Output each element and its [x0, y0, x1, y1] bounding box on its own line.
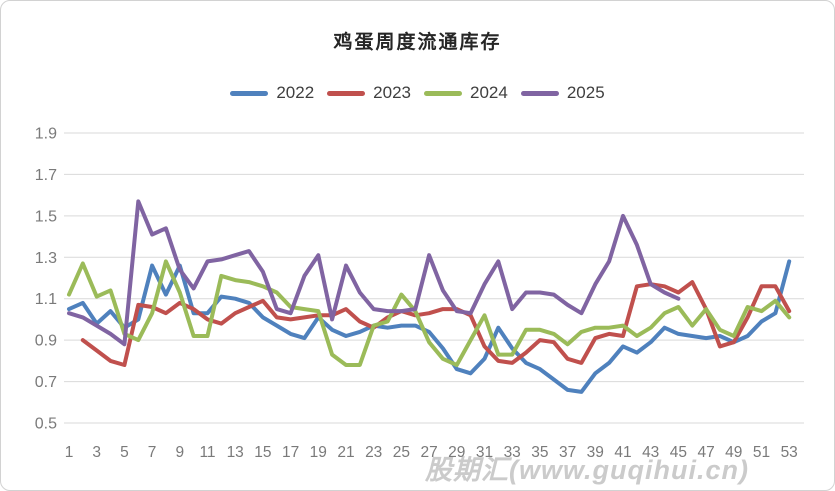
x-axis-label: 53 — [781, 444, 798, 461]
legend: 2022 2023 2024 2025 — [1, 83, 834, 103]
legend-item-2022: 2022 — [230, 83, 314, 103]
y-axis-label: 1.5 — [35, 208, 57, 225]
legend-label-2024: 2024 — [470, 83, 508, 102]
y-axis-label: 0.7 — [35, 374, 57, 391]
legend-swatch-2022 — [230, 90, 269, 96]
series-line-2022 — [67, 259, 792, 394]
x-axis-label: 3 — [92, 444, 101, 461]
x-axis-label: 5 — [120, 444, 129, 461]
x-axis-label: 25 — [393, 444, 410, 461]
x-axis-label: 27 — [420, 444, 437, 461]
x-axis-label: 33 — [504, 444, 521, 461]
watermark: 股期汇(www.guqihui.cn) — [425, 455, 749, 485]
legend-label-2025: 2025 — [566, 83, 605, 102]
x-axis-label: 23 — [365, 444, 382, 461]
series-line-2025 — [67, 199, 681, 347]
x-axis-label: 7 — [148, 444, 157, 461]
chart-title: 鸡蛋周度流通库存 — [333, 32, 502, 53]
y-axis-label: 0.9 — [35, 333, 57, 350]
x-axis-label: 49 — [725, 444, 742, 461]
legend-swatch-2024 — [424, 90, 462, 96]
x-axis-label: 37 — [559, 444, 576, 461]
series-line-2023 — [80, 280, 792, 367]
x-axis-label: 47 — [697, 444, 714, 461]
legend-item-2025: 2025 — [520, 83, 605, 103]
x-axis-label: 13 — [227, 444, 244, 461]
x-axis-label: 11 — [199, 444, 215, 461]
x-axis-label: 29 — [448, 444, 465, 461]
legend-item-2023: 2023 — [327, 83, 411, 103]
series-line-2024 — [67, 259, 792, 367]
legend-label-2023: 2023 — [373, 83, 411, 102]
y-axis-label: 1.9 — [35, 126, 57, 143]
x-axis-label: 17 — [282, 444, 299, 461]
x-axis-label: 45 — [670, 444, 687, 461]
x-axis-label: 51 — [753, 444, 770, 461]
x-axis-label: 9 — [175, 444, 184, 461]
x-axis-label: 43 — [642, 444, 659, 461]
y-axis-label: 1.7 — [35, 167, 57, 184]
legend-item-2024: 2024 — [424, 83, 508, 103]
x-axis-label: 1 — [65, 444, 74, 461]
legend-label-2022: 2022 — [276, 83, 315, 102]
x-axis-label: 31 — [476, 444, 493, 461]
x-axis-label: 35 — [531, 444, 548, 461]
y-axis-label: 0.5 — [35, 416, 57, 433]
legend-swatch-2025 — [520, 90, 559, 96]
x-axis-label: 41 — [614, 444, 631, 461]
x-axis-label: 21 — [337, 444, 354, 461]
y-axis-label: 1.1 — [35, 291, 57, 308]
legend-swatch-2023 — [327, 90, 366, 96]
x-axis-label: 19 — [310, 444, 327, 461]
x-axis-label: 39 — [587, 444, 604, 461]
x-axis-label: 15 — [254, 444, 271, 461]
y-axis-label: 1.3 — [35, 250, 57, 267]
